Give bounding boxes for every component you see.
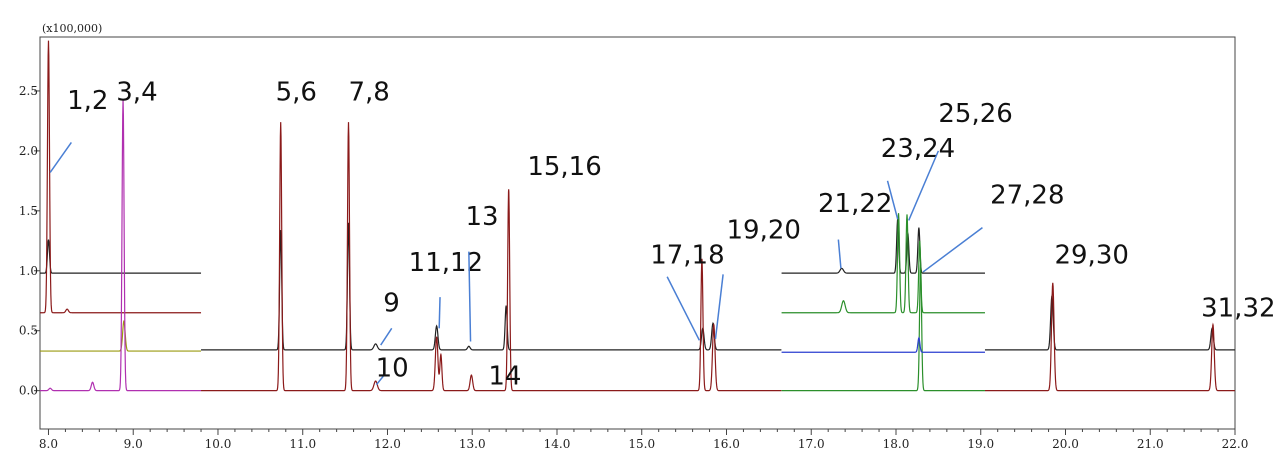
peak-label: 27,28 xyxy=(990,181,1064,211)
x-tick-label: 20.0 xyxy=(1052,437,1079,451)
peak-label: 1,2 xyxy=(67,86,108,116)
x-tick-label: 10.0 xyxy=(205,437,232,451)
annotation-leader-line xyxy=(380,327,393,346)
y-tick-label: 0.5 xyxy=(19,324,38,338)
peak-label: 23,24 xyxy=(881,134,955,164)
peak-label: 3,4 xyxy=(116,78,157,108)
annotation-leader-line xyxy=(375,375,384,386)
chromatogram-traces xyxy=(40,40,1235,392)
annotation-leader-line xyxy=(666,276,701,341)
y-tick-label: 2.5 xyxy=(19,84,38,98)
y-tick-label: 0.0 xyxy=(19,384,38,398)
axes: 8.0 9.0 10.0 11.0 12.0 13.0 14.0 15.0 16.0 17.0 18… xyxy=(19,84,1248,451)
x-tick-label: 8.0 xyxy=(39,437,58,451)
peak-label: 5,6 xyxy=(276,78,317,108)
x-tick-label: 11.0 xyxy=(289,437,316,451)
trace-line xyxy=(40,99,202,392)
annotation-leader-line xyxy=(49,142,72,173)
x-tick-label: 13.0 xyxy=(459,437,486,451)
peak-label: 7,8 xyxy=(348,78,389,108)
x-tick-label: 22.0 xyxy=(1222,437,1249,451)
peak-label: 10 xyxy=(376,353,409,383)
trace-line xyxy=(781,264,985,392)
trace-line xyxy=(40,40,202,314)
trace-line xyxy=(781,219,985,274)
peak-label: 31,32 xyxy=(1201,293,1274,323)
plot-frame xyxy=(39,36,1236,430)
x-tick-label: 9.0 xyxy=(124,437,143,451)
annotation-leader-line xyxy=(908,150,940,221)
trace-line xyxy=(201,122,782,392)
trace-line xyxy=(40,239,202,274)
y-tick-label: 1.0 xyxy=(19,264,38,278)
annotation-leader-line xyxy=(837,239,842,269)
trace-line xyxy=(984,294,1235,351)
x-tick-label: 18.0 xyxy=(883,437,910,451)
annotation-leader-line xyxy=(922,227,983,273)
x-tick-label: 17.0 xyxy=(798,437,825,451)
trace-line xyxy=(781,213,985,314)
annotation-leader-line xyxy=(886,180,899,220)
trace-line xyxy=(201,222,782,351)
x-tick-label: 15.0 xyxy=(628,437,655,451)
peak-label: 17,18 xyxy=(650,241,724,271)
x-tick-label: 16.0 xyxy=(713,437,740,451)
peak-label: 21,22 xyxy=(818,189,892,219)
trace-line xyxy=(781,336,985,353)
y-scale-label: (x100,000) xyxy=(42,22,102,35)
peak-label: 14 xyxy=(488,362,521,392)
x-tick-label: 12.0 xyxy=(374,437,401,451)
x-tick-label: 14.0 xyxy=(544,437,571,451)
peak-label: 29,30 xyxy=(1054,241,1128,271)
peak-label: 25,26 xyxy=(938,99,1012,129)
y-tick-label: 2.0 xyxy=(19,144,38,158)
peak-label: 13 xyxy=(465,202,498,232)
annotation-leader-line xyxy=(468,251,472,342)
x-tick-label: 19.0 xyxy=(967,437,994,451)
peak-label: 15,16 xyxy=(527,152,601,182)
peak-label: 11,12 xyxy=(409,248,483,278)
annotation-leader-line xyxy=(714,274,724,340)
peak-label: 19,20 xyxy=(726,215,800,245)
x-tick-label: 21.0 xyxy=(1137,437,1164,451)
trace-line xyxy=(984,282,1235,392)
annotation-leader-line xyxy=(438,297,441,329)
peak-label: 9 xyxy=(383,289,400,319)
y-tick-label: 1.5 xyxy=(19,204,38,218)
